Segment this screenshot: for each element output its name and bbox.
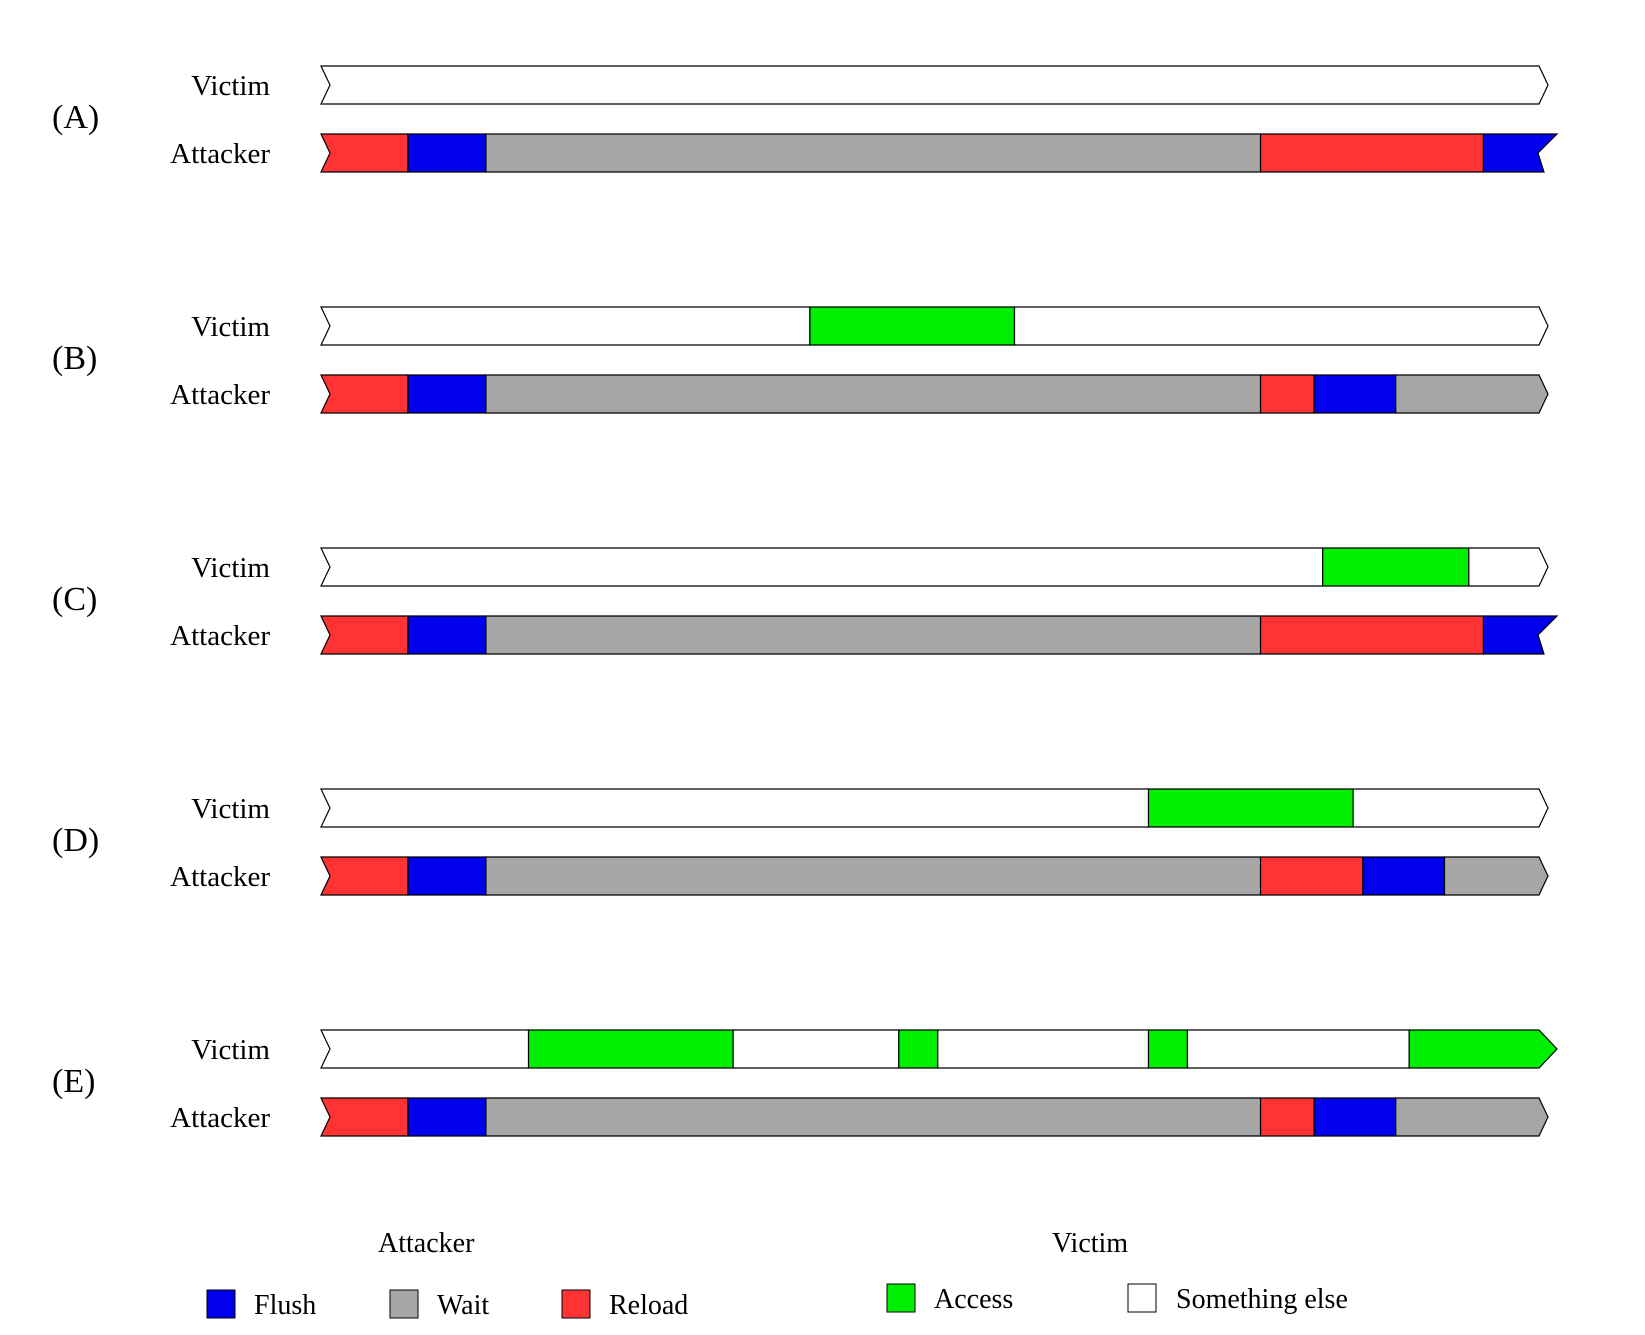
victim-segment-other [732,1029,900,1069]
attacker-segment-wait [485,374,1262,414]
attacker-segment-wait [1443,856,1549,896]
legend-label-flush: Flush [254,1290,316,1321]
scenario-label: (D) [52,822,99,859]
victim-segment-other [320,306,811,346]
scenario-rows: (A) Victim Attacker (B) Victim Attacker (C) Vic… [52,65,1559,1137]
legend-label-something-else: Something else [1176,1284,1348,1315]
attacker-segment-wait [485,615,1262,655]
legend: Attacker Victim Flush Wait Reload Access… [206,1228,1348,1321]
attacker-segment-wait [485,856,1262,896]
victim-segment-access [1147,788,1354,828]
attacker-segment-flush [1313,1097,1397,1137]
attacker-segment-flush [407,133,487,173]
victim-segment-other [1468,547,1549,587]
attacker-segment-flush [407,1097,487,1137]
scenario-row: (B) Victim Attacker [52,306,1549,414]
attacker-segment-wait [485,133,1262,173]
victim-segment-access [1147,1029,1189,1069]
attacker-segment-reload [1259,374,1315,414]
scenario-label: (E) [52,1063,95,1100]
scenario-row: (E) Victim Attacker [52,1029,1558,1137]
victim-segment-other [1352,788,1549,828]
scenario-label: (C) [52,581,97,618]
attacker-segment-wait [1395,374,1549,414]
attacker-row-label: Attacker [170,620,270,652]
victim-bar [320,547,1549,587]
attacker-row-label: Attacker [170,379,270,411]
attacker-segment-flush [1313,374,1397,414]
scenario-row: (C) Victim Attacker [52,547,1559,655]
victim-row-label: Victim [191,311,270,343]
legend-attacker-heading: Attacker [378,1228,475,1259]
attacker-segment-flush [407,856,487,896]
victim-bar [320,306,1549,346]
attacker-segment-reload [320,1097,409,1137]
attacker-bar [320,615,1559,655]
victim-segment-other [1013,306,1549,346]
legend-swatch-access [886,1283,916,1313]
attacker-segment-reload [320,374,409,414]
scenario-label: (A) [52,99,99,136]
legend-swatch-reload [561,1289,591,1319]
legend-label-wait: Wait [437,1290,489,1321]
attacker-row-label: Attacker [170,138,270,170]
victim-segment-access [898,1029,939,1069]
attacker-segment-flush [1482,615,1559,655]
legend-swatch-flush [206,1289,236,1319]
attacker-segment-flush [1482,133,1559,173]
victim-segment-access [527,1029,734,1069]
legend-swatch-something-else [1127,1283,1157,1313]
attacker-segment-reload [1259,133,1485,173]
attacker-segment-flush [1362,856,1446,896]
attacker-segment-reload [1259,856,1364,896]
attacker-bar [320,133,1559,173]
victim-segment-access [1322,547,1470,587]
attacker-segment-reload [1259,1097,1315,1137]
victim-segment-other [937,1029,1150,1069]
victim-row-label: Victim [191,1034,270,1066]
victim-segment-other [1186,1029,1410,1069]
legend-swatch-wait [389,1289,419,1319]
attacker-row-label: Attacker [170,1102,270,1134]
victim-segment-other [320,65,1549,105]
attacker-segment-wait [485,1097,1262,1137]
victim-row-label: Victim [191,552,270,584]
victim-bar [320,1029,1558,1069]
legend-label-access: Access [934,1284,1013,1315]
attacker-segment-flush [407,615,487,655]
legend-label-reload: Reload [609,1290,688,1321]
attacker-segment-flush [407,374,487,414]
attacker-bar [320,856,1549,896]
victim-row-label: Victim [191,793,270,825]
attacker-row-label: Attacker [170,861,270,893]
scenario-label: (B) [52,340,97,377]
scenario-row: (A) Victim Attacker [52,65,1559,173]
victim-bar [320,65,1549,105]
legend-victim-heading: Victim [1052,1228,1128,1259]
victim-bar [320,788,1549,828]
victim-segment-access [809,306,1016,346]
scenario-row: (D) Victim Attacker [52,788,1549,896]
attacker-segment-reload [1259,615,1485,655]
victim-row-label: Victim [191,70,270,102]
attacker-segment-reload [320,856,409,896]
victim-segment-other [320,1029,530,1069]
attacker-segment-reload [320,615,409,655]
attacker-bar [320,374,1549,414]
attacker-bar [320,1097,1549,1137]
victim-segment-access [1408,1029,1558,1069]
victim-segment-other [320,547,1324,587]
attacker-segment-reload [320,133,409,173]
victim-segment-other [320,788,1150,828]
attacker-segment-wait [1395,1097,1549,1137]
